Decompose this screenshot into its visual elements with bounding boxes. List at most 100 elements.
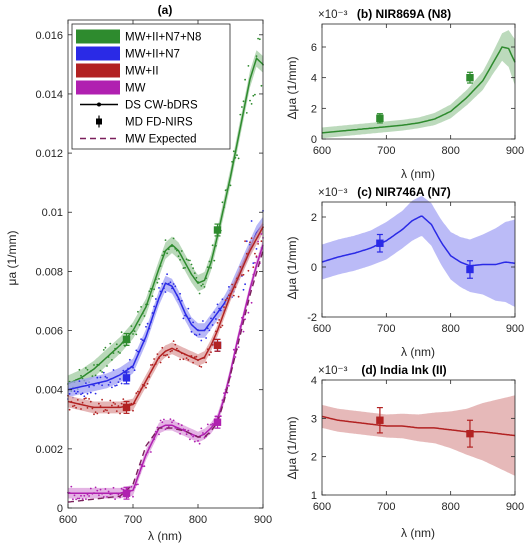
panel-d-fd-nirs-marker (466, 429, 474, 438)
panel-a-xtick-label: 900 (254, 514, 272, 526)
panel-d-xlabel: λ (nm) (401, 526, 435, 540)
series-mw-raw-point (156, 426, 159, 429)
series-mw-ii-n7-raw-point (117, 381, 120, 383)
legend-key-md-fd-nirs-square (96, 118, 102, 125)
series-mw-ii-raw-point (167, 356, 170, 359)
series-mw-ii-n7-n8-raw-point (245, 112, 248, 114)
panel-c-xtick-label: 900 (506, 323, 524, 335)
series-mw-raw-point (193, 440, 196, 443)
series-mw-raw-point (158, 433, 160, 436)
series-mw-ii-raw-point (254, 252, 256, 255)
series-mw-ii-n7-raw-point (68, 393, 71, 395)
panel-a-xtick-label: 600 (59, 514, 77, 526)
series-mw-raw-point (70, 485, 73, 488)
panel-d-xtick-label: 800 (441, 501, 459, 513)
series-mw-ii-raw-point (237, 295, 240, 298)
series-mw-raw-point (247, 311, 250, 314)
panel-b-ytick-label: 2 (311, 103, 317, 115)
series-mw-ii-n7-n8-raw-point (258, 38, 261, 41)
series-mw-ii-n7-n8-raw-point (184, 266, 186, 269)
legend-label: DS CW-bDRS (125, 100, 198, 112)
panel-a-title: (a) (158, 3, 173, 17)
series-mw-ii-raw-point (216, 322, 219, 324)
panel-c-ytick-label: -2 (307, 312, 317, 324)
panel-a-fd-nirs-marker (122, 489, 131, 497)
series-mw-raw-point (83, 494, 86, 497)
legend-key-mw (76, 80, 120, 95)
series-mw-ii-raw-point (198, 365, 201, 367)
series-mw-ii-raw-point (208, 354, 211, 356)
series-mw-ii-raw-point (83, 397, 86, 400)
panel-c-fd-nirs-marker (466, 265, 474, 274)
series-mw-ii-raw-point (88, 398, 90, 400)
series-mw-ii-raw-point (150, 364, 152, 366)
series-mw-ii-raw-point (91, 407, 94, 410)
series-mw-ii-n7-n8-raw-point (208, 260, 211, 263)
series-mw-raw-point (171, 421, 173, 424)
series-mw-raw-point (107, 490, 110, 493)
series-mw-ii-n7-raw-point (180, 299, 183, 302)
panel-b-plot-area: 600 700 800 900 0 2 4 6 (311, 23, 524, 157)
series-mw-ii-raw-point (112, 401, 115, 404)
series-mw-ii-n7-raw-point (211, 324, 214, 326)
series-mw-raw-point (169, 418, 172, 420)
panel-b-xlabel: λ (nm) (401, 167, 435, 181)
series-mw-ii-n7-n8-raw-point (130, 325, 133, 327)
panel-c-confidence-band (322, 196, 515, 307)
series-mw-raw-point (185, 433, 188, 436)
series-mw-ii-raw-point (241, 274, 243, 276)
series-mw-ii-n7-raw-point (104, 375, 107, 378)
series-mw-ii-n7-n8-raw-point (161, 254, 164, 257)
panel-c-line (321, 215, 516, 267)
series-mw-raw-point (112, 486, 115, 489)
series-mw-ii-n7-raw-point (75, 392, 77, 395)
series-mw-ii-raw-point (73, 404, 76, 407)
series-mw-ii-raw-point (156, 353, 159, 355)
series-mw-ii-raw-point (75, 406, 77, 409)
series-mw-ii-n7-raw-point (153, 305, 156, 308)
series-mw-ii-n7-raw-point (210, 317, 212, 320)
panel-d-ytick-label: 3 (311, 413, 317, 425)
series-mw-ii-n7-raw-point (255, 248, 258, 250)
series-mw-ii-raw-point (239, 266, 242, 268)
series-mw-ii-raw-point (176, 347, 178, 350)
series-mw-ii-n7-n8-raw-point (164, 239, 167, 242)
series-mw-ii-raw-point (101, 398, 103, 401)
series-mw-raw-point (106, 496, 108, 498)
series-mw-raw-point (81, 498, 84, 500)
panel-a-xtick-label: 700 (124, 514, 142, 526)
series-mw-ii-n7-raw-point (106, 377, 108, 379)
series-mw-raw-point (161, 421, 164, 424)
series-mw-raw-point (206, 423, 209, 426)
series-mw-ii-n7-n8-raw-point (231, 160, 234, 163)
series-mw-ii-n7-raw-point (206, 327, 209, 330)
series-mw-ii-n7-n8-raw-point (85, 367, 87, 369)
panel-a-xtick-label: 800 (189, 514, 207, 526)
series-mw-raw-point (177, 422, 180, 425)
series-mw-ii-raw-point (179, 358, 182, 361)
series-mw-raw-point (232, 348, 235, 351)
series-mw-ii-raw-point (135, 392, 138, 395)
series-mw-ii-n7-n8-raw-point (198, 292, 201, 295)
series-mw-ii-raw-point (219, 326, 222, 329)
series-mw-raw-point (254, 261, 256, 264)
series-mw-ii-n7-raw-point (122, 369, 125, 372)
panel-b: ×10⁻³ (b) NIR869A (N8) λ (nm) Δμa (1/mm)… (285, 7, 524, 181)
panel-a-fd-nirs-marker (213, 341, 222, 350)
series-mw-ii-raw-point (171, 349, 173, 352)
series-mw-raw-point (164, 428, 167, 431)
series-mw-raw-point (72, 498, 74, 501)
panel-c-xlabel: λ (nm) (401, 345, 435, 359)
series-mw-raw-point (257, 240, 259, 243)
series-mw-ii-n7-n8-raw-point (133, 330, 136, 332)
series-mw-raw-point (76, 497, 79, 500)
series-mw-ii-n7-raw-point (174, 285, 177, 288)
series-mw-ii-raw-point (205, 361, 208, 364)
series-mw-ii-n7-n8-raw-point (189, 259, 191, 262)
legend-label: MW+II (125, 66, 159, 78)
series-mw-raw-point (210, 423, 212, 426)
mw-expected-line (67, 250, 264, 503)
series-mw-ii-raw-point (200, 366, 203, 368)
panel-c-plot-area: 600 700 800 900 -2 0 2 (307, 196, 524, 335)
series-mw-ii-confidence-band (68, 221, 263, 414)
